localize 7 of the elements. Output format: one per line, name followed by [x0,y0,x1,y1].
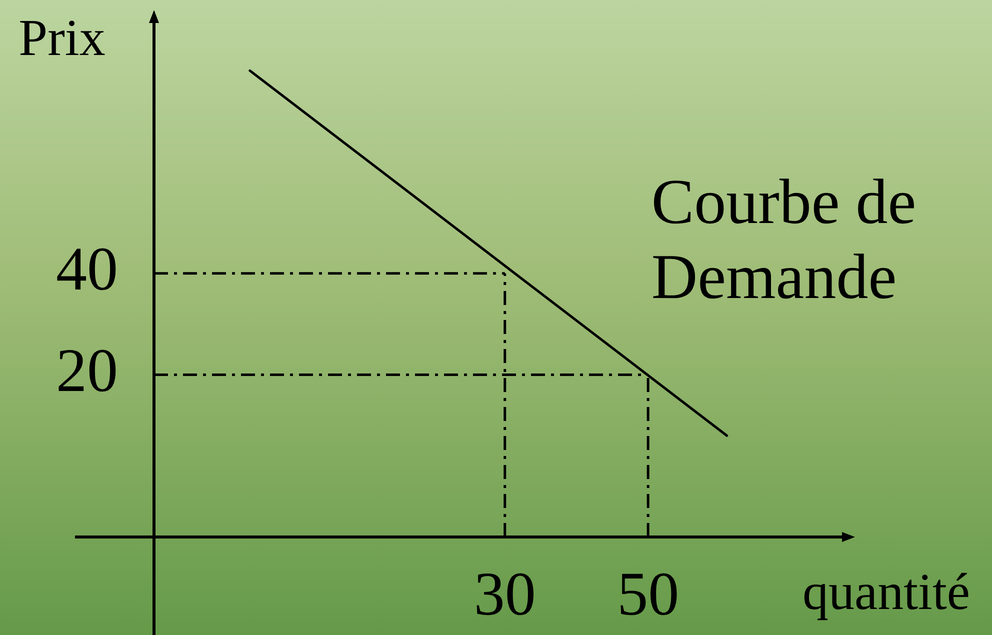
y-axis-title: Prix [18,10,106,67]
y-tick-label: 40 [56,236,118,304]
x-tick-label: 50 [617,560,680,628]
x-tick-label: 30 [474,560,536,628]
y-tick-label: 20 [56,337,118,406]
x-axis-title: quantité [802,564,970,621]
series-label: Courbe de Demande [651,166,916,312]
